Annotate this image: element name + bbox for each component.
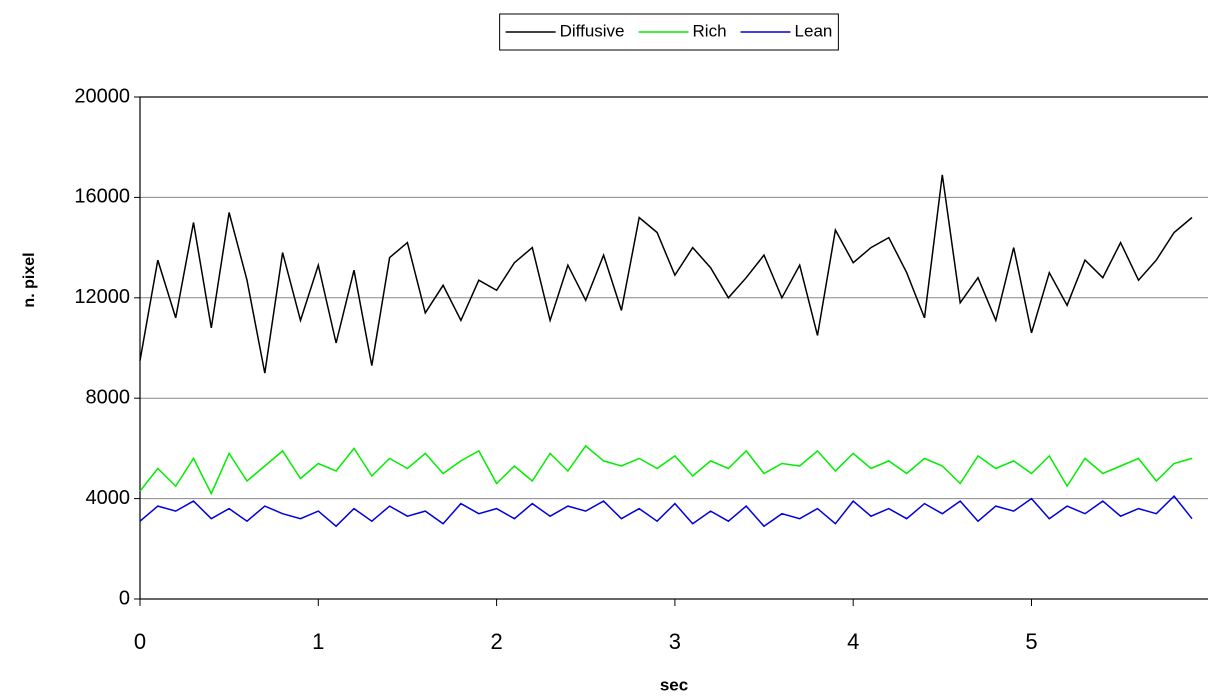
y-tick-label: 8000 — [86, 386, 131, 408]
legend-label: Diffusive — [560, 21, 625, 40]
y-tick-label: 4000 — [86, 487, 131, 509]
legend: Diffusive Rich Lean — [499, 13, 839, 51]
x-tick-label: 2 — [490, 629, 502, 654]
legend-label: Lean — [795, 21, 833, 40]
plot-frame — [139, 96, 1208, 600]
data-line — [139, 444, 1193, 496]
x-axis-title: sec — [660, 675, 688, 694]
legend-label: Rich — [693, 21, 727, 40]
y-tick-label: 20000 — [74, 85, 130, 107]
y-tick-label: 12000 — [74, 286, 130, 308]
y-axis-title: n. pixel — [21, 252, 38, 307]
y-tick-label: 16000 — [74, 186, 130, 208]
x-tick-label: 3 — [669, 629, 681, 654]
data-line — [139, 494, 1193, 528]
data-line — [139, 174, 1193, 374]
x-tick-label: 4 — [847, 629, 859, 654]
x-tick-label: 1 — [312, 629, 324, 654]
x-tick-label: 5 — [1025, 629, 1037, 654]
x-tick-label: 0 — [134, 629, 146, 654]
y-tick-label: 0 — [119, 587, 130, 609]
